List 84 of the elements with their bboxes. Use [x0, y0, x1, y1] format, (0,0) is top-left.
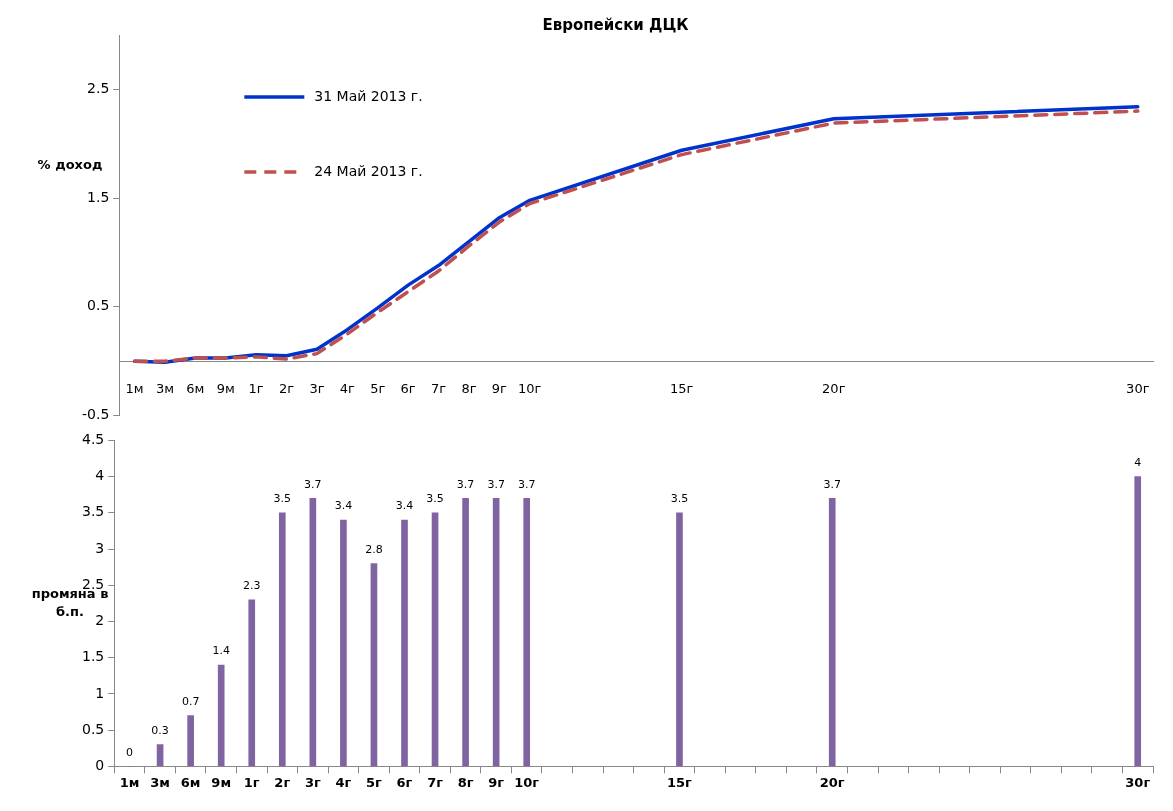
- bar: [187, 715, 194, 767]
- x-tick-label: 9г: [488, 774, 505, 790]
- data-label: 0.3: [151, 724, 169, 738]
- x-tick-label: 15г: [667, 774, 693, 790]
- y-tick-label: 3: [95, 539, 105, 556]
- x-tick-label: 9г: [491, 381, 508, 397]
- bar: [370, 563, 378, 767]
- x-tick-label: 1м: [119, 774, 140, 790]
- x-tick-label: 1г: [243, 774, 260, 790]
- y-tick-label: 1.5: [87, 188, 110, 205]
- bar: [828, 498, 836, 767]
- x-tick-label: 9м: [211, 774, 232, 790]
- data-label: 3.5: [670, 492, 689, 506]
- x-tick-label: 20г: [819, 774, 845, 790]
- y-tick-label: 2.5: [87, 80, 110, 97]
- x-tick-label: 2г: [278, 381, 295, 397]
- bar: [492, 498, 500, 767]
- y-tick-label: 1.5: [82, 648, 105, 665]
- data-label: 2.8: [365, 542, 383, 556]
- y-tick-label: 4.5: [82, 431, 105, 448]
- y-tick-label: -0.5: [81, 406, 110, 423]
- data-label: 3.7: [517, 477, 536, 491]
- bar: [676, 512, 683, 767]
- data-label: 3.7: [823, 477, 841, 491]
- data-label: 0: [126, 745, 134, 759]
- x-tick-label: 6г: [400, 381, 416, 397]
- bar: [1134, 476, 1142, 767]
- x-tick-label: 10г: [518, 381, 542, 397]
- x-tick-label: 10г: [514, 774, 540, 790]
- data-label: 1.4: [212, 644, 230, 658]
- data-label: 4: [1134, 455, 1142, 469]
- y-tick-label: 1: [95, 684, 105, 701]
- bar: [217, 664, 225, 767]
- data-label: 0.7: [181, 695, 200, 709]
- x-tick-label: 5г: [366, 774, 383, 790]
- x-tick-label: 2г: [274, 774, 291, 790]
- bar: [340, 519, 347, 767]
- data-label: 3.7: [487, 477, 505, 491]
- legend-label: 24 Май 2013 г.: [314, 162, 423, 179]
- y-tick-label: 4: [95, 467, 105, 484]
- y-tick-label: 0.5: [82, 720, 105, 737]
- x-tick-label: 4г: [335, 774, 352, 790]
- x-tick-label: 3м: [155, 381, 174, 397]
- x-tick-label: 6м: [186, 381, 205, 397]
- x-tick-label: 6г: [396, 774, 413, 790]
- legend-label: 31 Май 2013 г.: [314, 87, 423, 104]
- data-label: 3.4: [395, 499, 414, 513]
- data-label: 3.7: [304, 477, 322, 491]
- x-tick-label: 6м: [180, 774, 201, 790]
- bar: [156, 744, 164, 767]
- data-label: 3.5: [426, 492, 444, 506]
- x-tick-label: 8г: [461, 381, 477, 397]
- x-tick-label: 30г: [1126, 381, 1150, 397]
- data-label: 3.7: [456, 477, 475, 491]
- x-tick-label: 30г: [1125, 774, 1151, 790]
- bar: [248, 599, 256, 767]
- y-tick-label: 3.5: [82, 503, 105, 520]
- x-tick-label: 3г: [309, 381, 325, 397]
- x-tick-label: 1м: [125, 381, 144, 397]
- data-label: 2.3: [242, 579, 261, 593]
- y-tick-label: 2.5: [82, 575, 105, 592]
- x-tick-label: 5г: [370, 381, 386, 397]
- bar: [401, 519, 408, 767]
- x-tick-label: 3м: [150, 774, 170, 790]
- data-label: 3.4: [334, 499, 353, 513]
- x-tick-label: 3г: [304, 774, 321, 790]
- data-label: 3.5: [273, 492, 292, 506]
- bar: [462, 498, 469, 767]
- bar: [523, 498, 531, 767]
- chart-title: Европейски ДЦК: [542, 15, 690, 34]
- y-tick-label: 0.5: [87, 297, 110, 314]
- x-tick-label: 20г: [822, 381, 846, 397]
- x-tick-label: 9м: [216, 381, 235, 397]
- bar: [309, 498, 317, 767]
- bar: [278, 512, 286, 767]
- x-tick-label: 4г: [339, 381, 356, 397]
- y-tick-label: 0: [95, 757, 105, 774]
- x-tick-label: 7г: [430, 381, 447, 397]
- x-tick-label: 15г: [670, 381, 694, 397]
- y-axis-title: % доход: [37, 156, 103, 172]
- x-tick-label: 7г: [427, 774, 444, 790]
- x-tick-label: 1г: [248, 381, 264, 397]
- x-tick-label: 8г: [457, 774, 474, 790]
- bar: [431, 512, 439, 767]
